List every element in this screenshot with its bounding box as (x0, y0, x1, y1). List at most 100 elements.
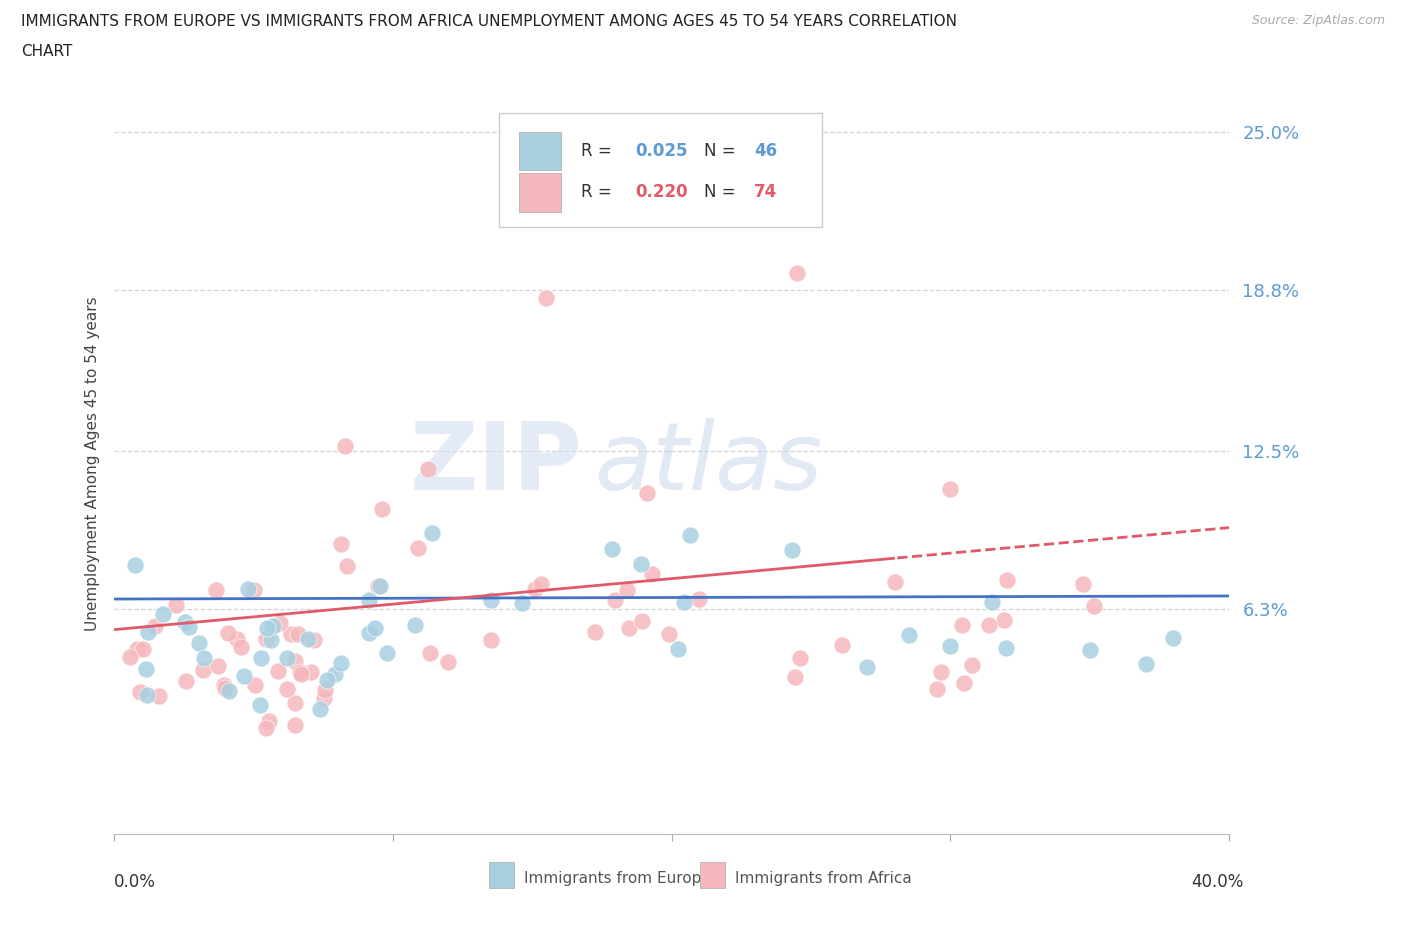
Point (267, 663, 290, 678)
Point (193, 650, 215, 665)
Point (939, 482, 962, 497)
Text: IMMIGRANTS FROM EUROPE VS IMMIGRANTS FROM AFRICA UNEMPLOYMENT AMONG AGES 45 TO 5: IMMIGRANTS FROM EUROPE VS IMMIGRANTS FRO… (21, 14, 957, 29)
Text: Immigrants from Europe: Immigrants from Europe (524, 870, 711, 885)
Text: 0.220: 0.220 (636, 183, 688, 202)
Point (191, 662, 214, 677)
Point (927, 682, 949, 697)
Point (583, 624, 606, 639)
Point (314, 683, 336, 698)
Point (523, 581, 546, 596)
Point (136, 688, 159, 703)
Point (688, 592, 710, 607)
Point (250, 650, 273, 665)
Point (479, 592, 502, 607)
Point (174, 674, 197, 689)
Point (789, 651, 811, 666)
Point (284, 718, 307, 733)
Point (782, 542, 804, 557)
Point (979, 618, 1001, 632)
Text: 46: 46 (754, 142, 778, 160)
Point (530, 577, 553, 591)
Point (939, 638, 962, 653)
Point (884, 574, 907, 589)
Point (981, 594, 1004, 609)
Point (231, 640, 253, 655)
Point (831, 637, 853, 652)
Point (950, 618, 973, 632)
Point (188, 635, 211, 650)
Point (242, 583, 264, 598)
Point (1083, 599, 1105, 614)
Point (249, 698, 271, 712)
Text: ZIP: ZIP (409, 418, 582, 510)
Point (335, 439, 357, 454)
Point (786, 265, 808, 280)
Point (993, 613, 1015, 628)
Point (205, 583, 228, 598)
Point (290, 667, 312, 682)
Point (254, 631, 277, 646)
Point (929, 664, 952, 679)
Y-axis label: Unemployment Among Ages 45 to 54 years: Unemployment Among Ages 45 to 54 years (86, 297, 100, 631)
Text: atlas: atlas (593, 418, 823, 510)
Point (641, 566, 664, 581)
Point (302, 632, 325, 647)
FancyBboxPatch shape (499, 113, 823, 227)
Point (658, 627, 681, 642)
Point (276, 650, 298, 665)
Point (616, 583, 638, 598)
Point (510, 595, 533, 610)
Text: Source: ZipAtlas.com: Source: ZipAtlas.com (1251, 14, 1385, 27)
Text: N =: N = (704, 183, 741, 202)
Point (135, 662, 157, 677)
Text: CHART: CHART (21, 44, 73, 59)
Text: 0.025: 0.025 (636, 142, 688, 160)
Point (479, 632, 502, 647)
Point (357, 626, 380, 641)
Point (214, 678, 236, 693)
Point (364, 620, 387, 635)
Point (280, 626, 302, 641)
Point (630, 614, 652, 629)
Point (165, 597, 187, 612)
Point (262, 618, 284, 633)
Point (308, 701, 330, 716)
Point (148, 688, 170, 703)
Point (375, 645, 398, 660)
Point (173, 615, 195, 630)
Point (668, 642, 690, 657)
Point (226, 631, 249, 646)
Text: R =: R = (581, 183, 617, 202)
Point (404, 618, 426, 632)
Point (236, 581, 259, 596)
Point (855, 659, 877, 674)
Point (960, 658, 983, 672)
Text: Immigrants from Africa: Immigrants from Africa (735, 870, 911, 885)
Point (1135, 657, 1157, 671)
Point (367, 579, 389, 594)
Text: N =: N = (704, 142, 741, 160)
Point (603, 592, 626, 607)
Point (297, 631, 319, 646)
Point (617, 620, 640, 635)
Point (672, 594, 695, 609)
Text: 40.0%: 40.0% (1191, 872, 1243, 891)
Point (630, 556, 652, 571)
Point (179, 619, 201, 634)
Point (600, 541, 623, 556)
Point (131, 642, 153, 657)
Point (284, 654, 307, 669)
Point (152, 606, 174, 621)
Point (1163, 631, 1185, 645)
Point (207, 658, 229, 673)
Point (125, 642, 148, 657)
Point (314, 690, 336, 705)
Point (678, 528, 700, 543)
Text: R =: R = (581, 142, 617, 160)
Point (254, 721, 277, 736)
Point (124, 558, 146, 573)
Point (406, 540, 429, 555)
Point (536, 291, 558, 306)
Point (419, 646, 441, 661)
Point (1078, 643, 1101, 658)
